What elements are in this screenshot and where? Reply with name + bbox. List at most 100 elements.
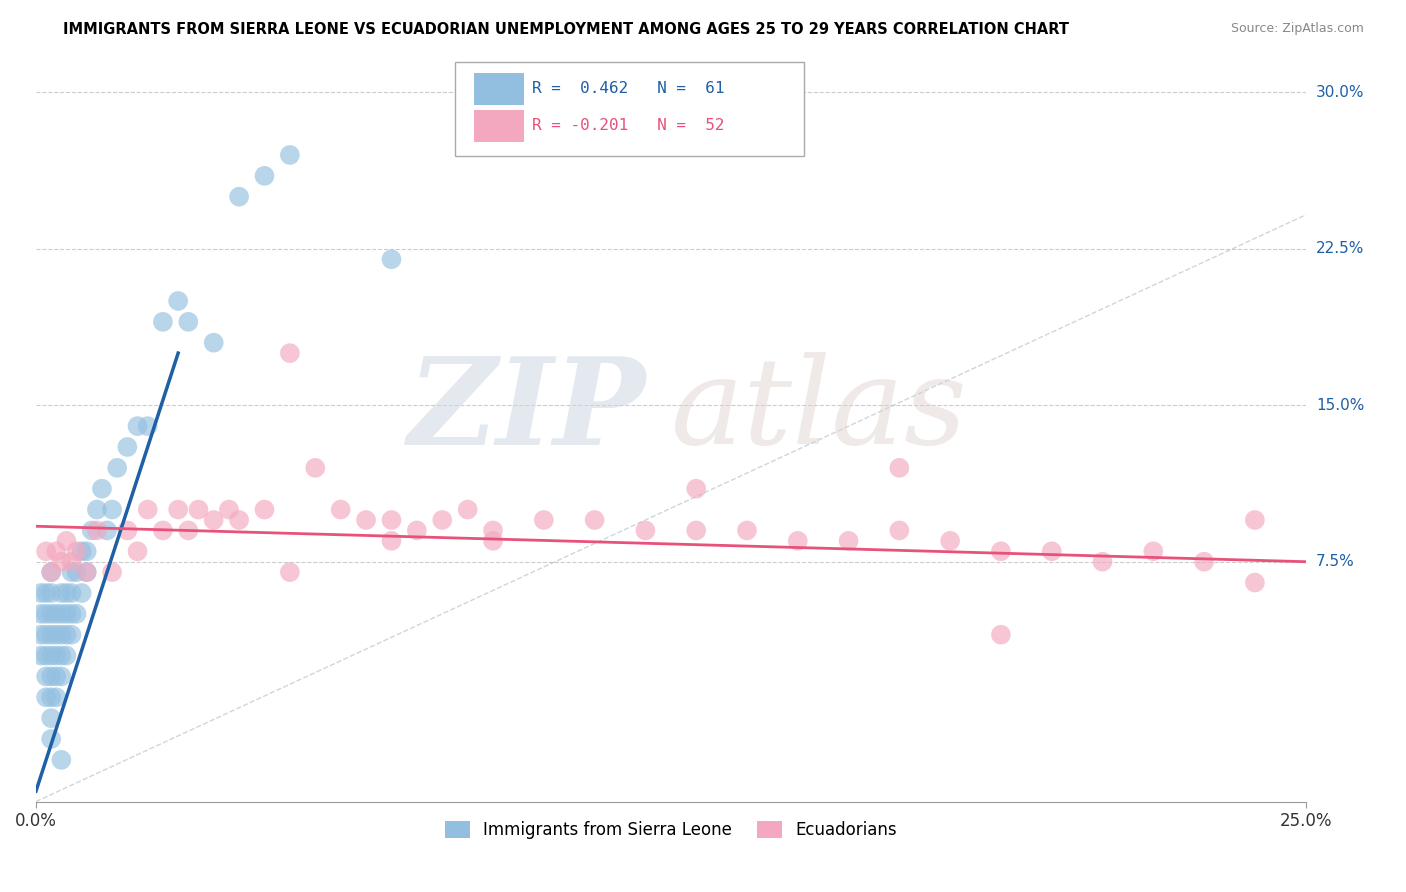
Point [685,524,707,538]
Point [45,628,67,642]
Point [39,628,62,642]
Point [634,524,657,538]
Point [187,502,209,516]
Point [39,711,62,725]
Point [39,648,62,663]
FancyBboxPatch shape [474,73,523,104]
Point [39,565,62,579]
Point [45,690,67,705]
Point [39,565,62,579]
Point [583,513,606,527]
Text: 30.0%: 30.0% [1316,85,1364,100]
Point [329,502,352,516]
Point [60,555,83,569]
Point [354,513,377,527]
Point [218,502,240,516]
Point [76,544,98,558]
Point [51,607,73,621]
FancyBboxPatch shape [456,62,804,156]
Point [39,607,62,621]
Point [380,252,402,267]
Point [51,753,73,767]
Point [39,669,62,683]
Point [167,293,190,308]
Point [35,648,58,663]
Point [990,544,1012,558]
Point [1040,544,1063,558]
Point [136,502,159,516]
Point [432,513,454,527]
Point [1192,555,1215,569]
Point [786,533,808,548]
Point [96,524,118,538]
Point [152,524,174,538]
Text: 15.0%: 15.0% [1316,398,1364,413]
Point [304,460,326,475]
Point [55,607,77,621]
Point [45,648,67,663]
Point [101,502,124,516]
Point [1142,544,1164,558]
Point [55,648,77,663]
FancyBboxPatch shape [474,110,523,142]
Point [405,524,427,538]
Point [177,315,200,329]
Point [45,544,67,558]
Legend: Immigrants from Sierra Leone, Ecuadorians: Immigrants from Sierra Leone, Ecuadorian… [439,814,904,846]
Point [278,346,301,360]
Point [51,669,73,683]
Point [39,690,62,705]
Point [482,533,505,548]
Point [60,628,83,642]
Point [202,513,225,527]
Point [1244,575,1267,590]
Point [60,607,83,621]
Point [889,460,911,475]
Point [45,607,67,621]
Point [685,482,707,496]
Point [35,586,58,600]
Point [65,544,87,558]
Text: IMMIGRANTS FROM SIERRA LEONE VS ECUADORIAN UNEMPLOYMENT AMONG AGES 25 TO 29 YEAR: IMMIGRANTS FROM SIERRA LEONE VS ECUADORI… [63,22,1070,37]
Point [127,419,149,434]
Point [30,648,52,663]
Point [60,586,83,600]
Text: Source: ZipAtlas.com: Source: ZipAtlas.com [1230,22,1364,36]
Point [457,502,479,516]
Point [30,628,52,642]
Point [35,607,58,621]
Point [76,565,98,579]
Point [482,524,505,538]
Point [35,628,58,642]
Point [30,607,52,621]
Point [60,565,83,579]
Point [278,565,301,579]
Point [253,502,276,516]
Point [76,565,98,579]
Point [136,419,159,434]
Point [838,533,860,548]
Point [228,190,250,204]
Point [177,524,200,538]
Point [278,148,301,162]
Point [55,628,77,642]
Point [35,544,58,558]
Point [39,586,62,600]
Point [70,586,93,600]
Point [105,460,128,475]
Point [380,513,402,527]
Point [152,315,174,329]
Point [253,169,276,183]
Text: atlas: atlas [671,352,967,470]
Point [202,335,225,350]
Point [889,524,911,538]
Point [990,628,1012,642]
Point [117,524,139,538]
Point [51,628,73,642]
Text: 7.5%: 7.5% [1316,554,1354,569]
Text: ZIP: ZIP [408,351,645,470]
Point [91,482,114,496]
Point [1244,513,1267,527]
Point [35,690,58,705]
Point [167,502,190,516]
